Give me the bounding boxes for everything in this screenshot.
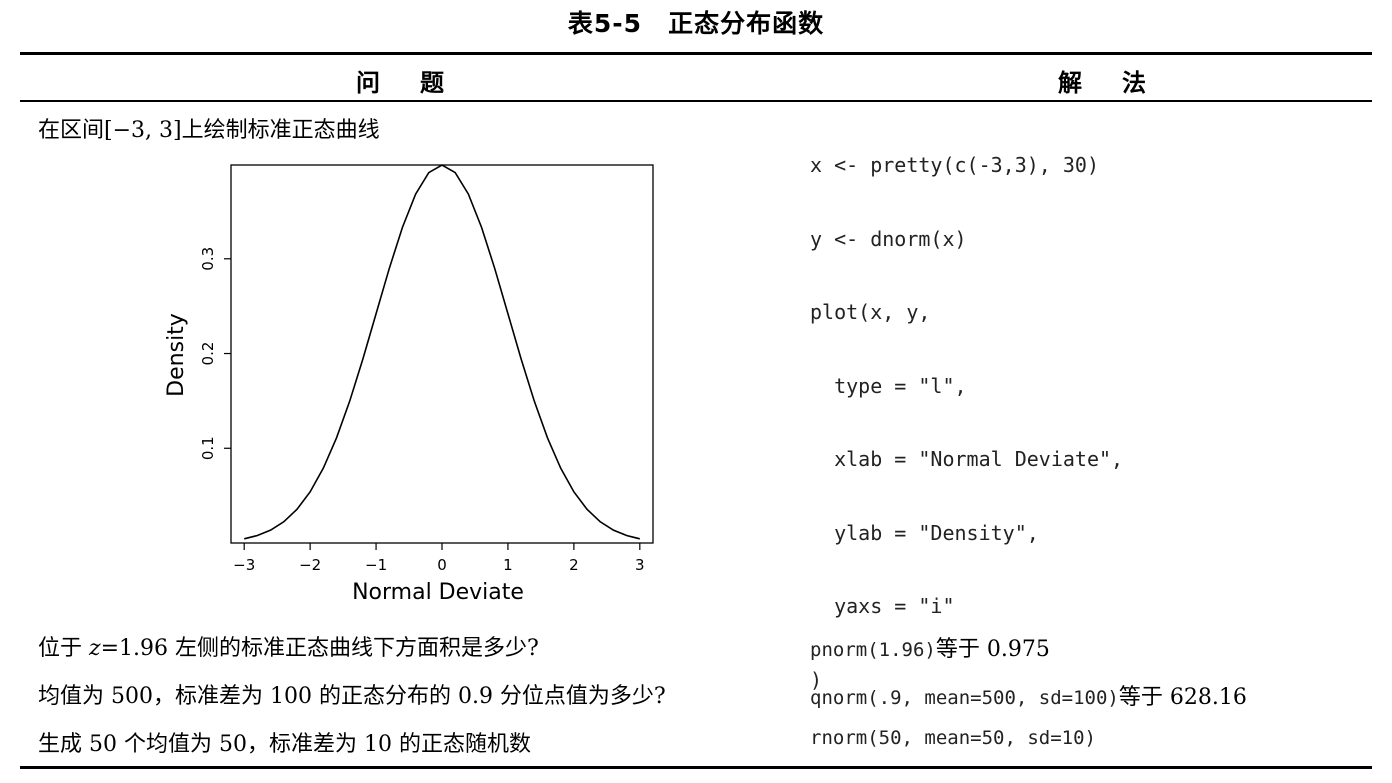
header-solution: 解法 xyxy=(1058,69,1186,97)
x-tick-label: 3 xyxy=(635,556,645,574)
x-axis-ticks: −3 −2 −1 0 1 2 3 xyxy=(233,543,645,574)
code-line: x <- pretty(c(-3,3), 30) xyxy=(810,153,1099,177)
row4-answer: rnorm(50, mean=50, sd=10) xyxy=(810,727,1096,749)
code-line: y <- dnorm(x) xyxy=(810,226,967,251)
y-axis-label: Density xyxy=(164,313,189,397)
row2-question-var: z xyxy=(89,636,101,661)
row2-question: 位于 z=1.96 左侧的标准正态曲线下方面积是多少? xyxy=(38,630,539,662)
x-tick-label: −2 xyxy=(299,556,321,574)
normal-density-chart: −3 −2 −1 0 1 2 3 0.1 0.2 0.3 Normal Deviate Dens… xyxy=(164,164,654,605)
density-curve xyxy=(243,164,641,540)
bottom-rule xyxy=(20,766,1372,769)
code-line: type = "l", xyxy=(810,373,967,398)
row2-question-post: =1.96 左侧的标准正态曲线下方面积是多少? xyxy=(100,636,539,661)
x-axis-label: Normal Deviate xyxy=(352,580,524,605)
row3-code: qnorm(.9, mean=500, sd=100) xyxy=(810,687,1119,709)
y-tick-label: 0.2 xyxy=(199,342,217,366)
row3-answer: qnorm(.9, mean=500, sd=100)等于 628.16 xyxy=(810,679,1247,711)
row3-question: 均值为 500，标准差为 100 的正态分布的 0.9 分位点值为多少? xyxy=(38,684,666,709)
top-rule xyxy=(20,52,1372,55)
y-tick-label: 0.3 xyxy=(199,247,217,271)
table-caption: 表5-5 正态分布函数 xyxy=(567,9,825,38)
x-tick-label: 0 xyxy=(437,556,447,574)
y-axis-ticks: 0.1 0.2 0.3 xyxy=(199,247,231,460)
code-line: plot(x, y, xyxy=(810,300,931,324)
code-line: ylab = "Density", xyxy=(810,520,1039,545)
x-tick-label: −1 xyxy=(365,556,387,574)
row3-result: 等于 628.16 xyxy=(1118,685,1247,710)
row2-answer: pnorm(1.96)等于 0.975 xyxy=(810,631,1050,663)
row1-code: x <- pretty(c(-3,3), 30) y <- dnorm(x) p… xyxy=(810,104,1123,717)
header-question: 问题 xyxy=(356,69,484,97)
y-tick-label: 0.1 xyxy=(199,436,217,460)
code-line: ) xyxy=(810,667,823,692)
row2-result: 等于 0.975 xyxy=(935,637,1050,662)
x-tick-label: −3 xyxy=(233,556,255,574)
plot-frame xyxy=(230,164,654,544)
x-tick-label: 1 xyxy=(503,556,513,574)
row4-code: rnorm(50, mean=50, sd=10) xyxy=(810,727,1096,749)
row4-question: 生成 50 个均值为 50，标准差为 10 的正态随机数 xyxy=(38,732,531,757)
header-rule xyxy=(20,100,1372,102)
code-line: xlab = "Normal Deviate", xyxy=(810,447,1124,471)
row1-question: 在区间[−3, 3]上绘制标准正态曲线 xyxy=(38,118,380,143)
code-line: yaxs = "i" xyxy=(810,594,955,618)
row2-code: pnorm(1.96) xyxy=(810,639,936,661)
x-tick-label: 2 xyxy=(569,556,579,574)
row2-question-pre: 位于 xyxy=(38,636,89,661)
